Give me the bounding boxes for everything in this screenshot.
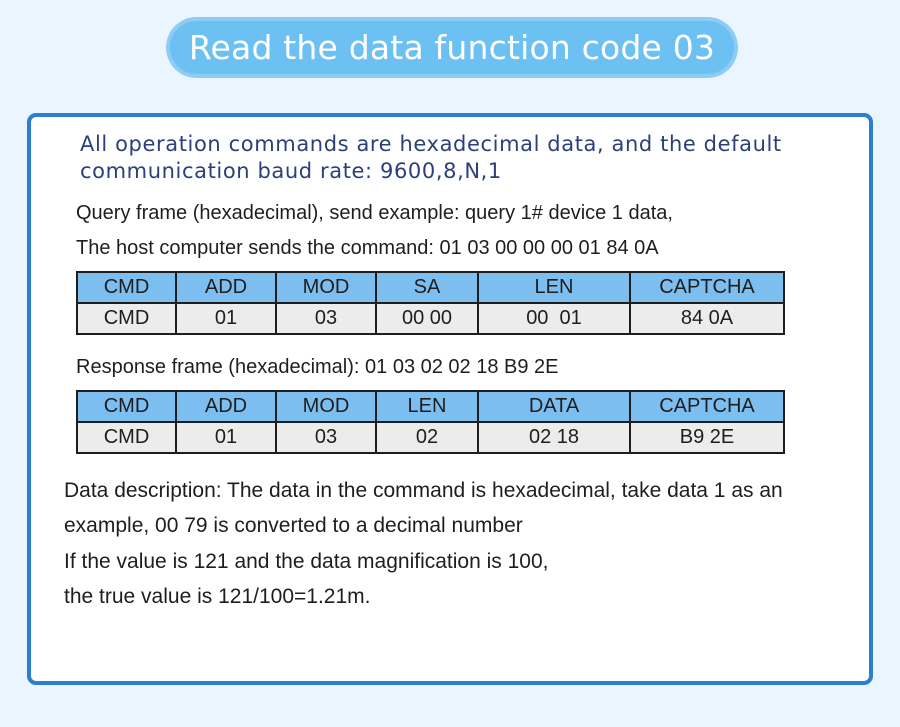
page-title: Read the data function code 03 — [170, 21, 734, 74]
query-value-cell: 03 — [275, 302, 377, 335]
query-frame-line: Query frame (hexadecimal), send example:… — [76, 202, 673, 224]
response-frame-table: CMD ADD MOD LEN DATA CAPTCHA CMD 01 03 0… — [76, 390, 785, 454]
query-header-cell: LEN — [477, 271, 631, 304]
query-value-cell: 00 00 — [375, 302, 479, 335]
response-header-cell: LEN — [375, 390, 479, 423]
response-header-cell: MOD — [275, 390, 377, 423]
query-value-cell: 01 — [175, 302, 277, 335]
intro-text: All operation commands are hexadecimal d… — [80, 132, 782, 183]
host-command-line: The host computer sends the command: 01 … — [76, 237, 659, 259]
description-line: Data description: The data in the comman… — [64, 479, 783, 502]
response-value-cell: B9 2E — [629, 421, 785, 454]
response-header-row: CMD ADD MOD LEN DATA CAPTCHA — [76, 390, 785, 423]
response-value-cell: 02 18 — [477, 421, 631, 454]
query-value-cell: CMD — [76, 302, 177, 335]
response-header-cell: ADD — [175, 390, 277, 423]
response-value-cell: 01 — [175, 421, 277, 454]
response-header-cell: DATA — [477, 390, 631, 423]
response-value-cell: CMD — [76, 421, 177, 454]
description-line: If the value is 121 and the data magnifi… — [64, 550, 549, 573]
query-header-cell: MOD — [275, 271, 377, 304]
description-line: example, 00 79 is converted to a decimal… — [64, 514, 523, 537]
response-value-cell: 03 — [275, 421, 377, 454]
query-header-cell: ADD — [175, 271, 277, 304]
title-banner: Read the data function code 03 — [166, 17, 738, 78]
query-value-row: CMD 01 03 00 00 00 01 84 0A — [76, 302, 785, 335]
response-header-cell: CAPTCHA — [629, 390, 785, 423]
query-value-cell: 00 01 — [477, 302, 631, 335]
response-value-row: CMD 01 03 02 02 18 B9 2E — [76, 421, 785, 454]
query-header-cell: SA — [375, 271, 479, 304]
query-header-cell: CMD — [76, 271, 177, 304]
response-value-cell: 02 — [375, 421, 479, 454]
query-header-cell: CAPTCHA — [629, 271, 785, 304]
response-header-cell: CMD — [76, 390, 177, 423]
query-value-cell: 84 0A — [629, 302, 785, 335]
response-frame-line: Response frame (hexadecimal): 01 03 02 0… — [76, 356, 559, 378]
query-frame-table: CMD ADD MOD SA LEN CAPTCHA CMD 01 03 00 … — [76, 271, 785, 335]
query-header-row: CMD ADD MOD SA LEN CAPTCHA — [76, 271, 785, 304]
content-panel: All operation commands are hexadecimal d… — [27, 113, 873, 685]
description-line: the true value is 121/100=1.21m. — [64, 585, 371, 608]
